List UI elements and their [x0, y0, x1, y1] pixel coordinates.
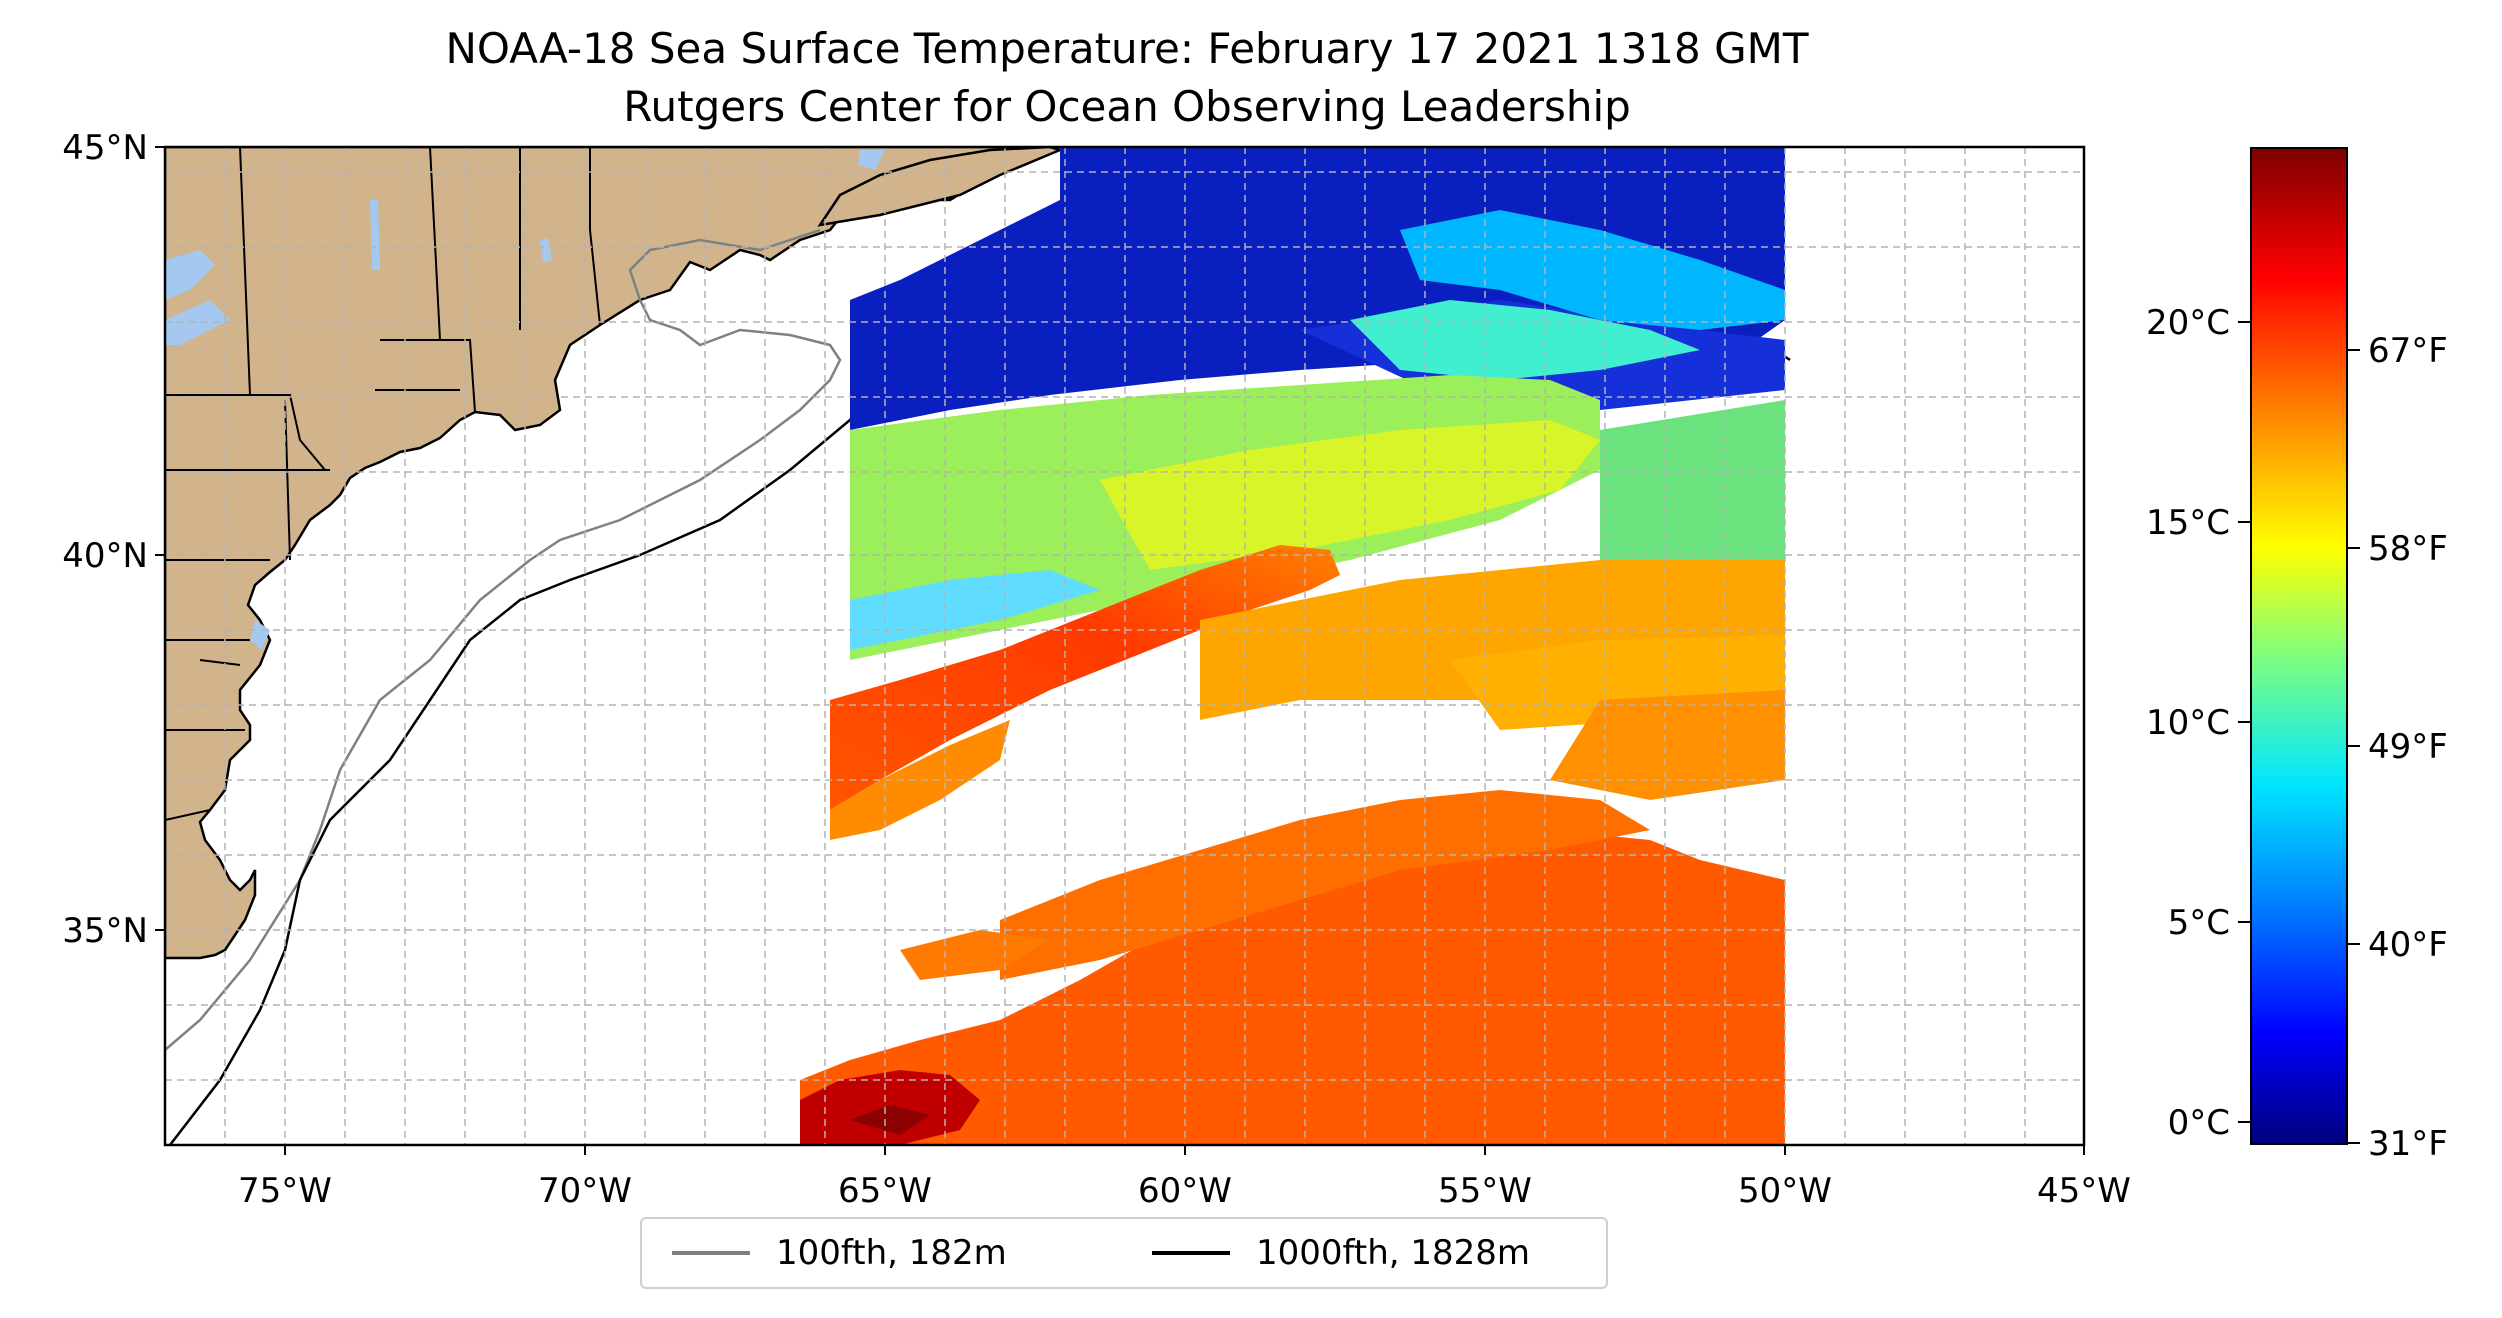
colorbar-celsius-tick: 10°C [2146, 703, 2230, 743]
lake [370, 200, 380, 270]
legend-item-1000fth: 1000fth, 1828m [1152, 1219, 1530, 1287]
lat-label: 40°N [62, 536, 148, 576]
colorbar-fahrenheit-tick: 49°F [2368, 727, 2448, 767]
contour-100fth [165, 228, 842, 1051]
colorbar-fahrenheit-tick: 67°F [2368, 331, 2448, 371]
lon-label: 70°W [538, 1171, 632, 1211]
lat-label: 35°N [62, 911, 148, 951]
lat-label: 45°N [62, 128, 148, 168]
colorbar-celsius-tick: 5°C [2168, 903, 2230, 943]
lon-label: 60°W [1138, 1171, 1232, 1211]
map-subtitle: Rutgers Center for Ocean Observing Leade… [623, 82, 1631, 131]
lake [165, 250, 215, 300]
colorbar [2250, 147, 2348, 1145]
lon-label: 75°W [238, 1171, 332, 1211]
land-mass [165, 147, 1059, 960]
lon-label: 50°W [1738, 1171, 1832, 1211]
legend-line-gray [672, 1251, 750, 1255]
legend: 100fth, 182m 1000fth, 1828m [640, 1217, 1608, 1289]
lon-label: 45°W [2037, 1171, 2131, 1211]
legend-line-black [1152, 1251, 1230, 1255]
colorbar-fahrenheit-tick: 31°F [2368, 1124, 2448, 1164]
lon-label: 55°W [1438, 1171, 1532, 1211]
legend-label: 1000fth, 1828m [1256, 1233, 1531, 1273]
sst-swath [800, 147, 1785, 1145]
lake [540, 238, 552, 262]
legend-item-100fth: 100fth, 182m [672, 1219, 1007, 1287]
lake [858, 150, 885, 170]
colorbar-celsius-tick: 15°C [2146, 503, 2230, 543]
colorbar-celsius-tick: 20°C [2146, 303, 2230, 343]
colorbar-celsius-tick: 0°C [2168, 1103, 2230, 1143]
colorbar-fahrenheit-tick: 40°F [2368, 925, 2448, 965]
legend-label: 100fth, 182m [776, 1233, 1007, 1273]
lake [250, 620, 270, 650]
map-title: NOAA-18 Sea Surface Temperature: Februar… [445, 24, 1809, 73]
colorbar-fahrenheit-tick: 58°F [2368, 529, 2448, 569]
lake [165, 300, 230, 345]
lon-label: 65°W [838, 1171, 932, 1211]
